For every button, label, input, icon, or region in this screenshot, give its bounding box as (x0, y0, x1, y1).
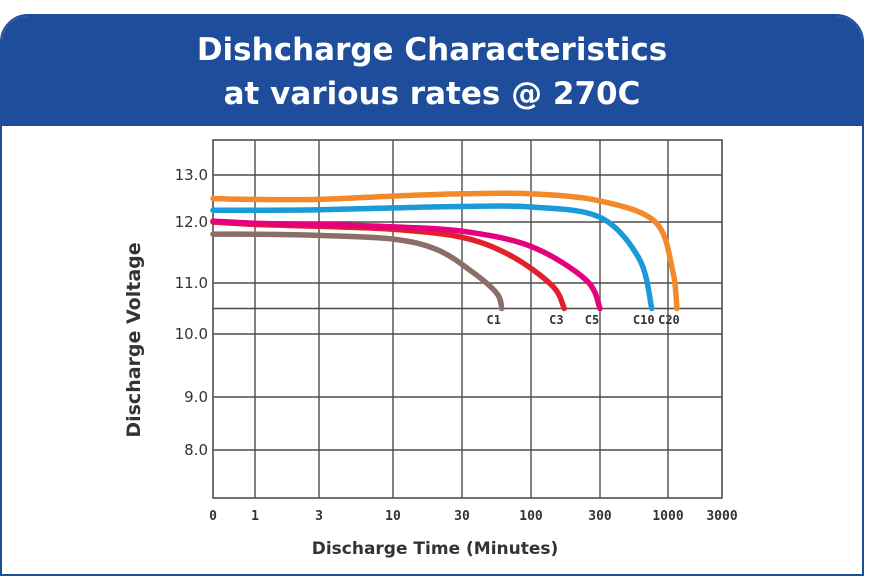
x-tick-label: 300 (588, 509, 612, 524)
y-tick-label: 13.0 (175, 166, 208, 184)
series-label-c10: C10 (633, 313, 655, 327)
chart-card: Dishcharge Characteristics at various ra… (0, 14, 864, 576)
y-tick-label: 10.0 (175, 325, 208, 343)
y-tick-label: 9.0 (184, 388, 208, 406)
series-label-c1: C1 (486, 313, 500, 327)
series-label-c3: C3 (549, 313, 563, 327)
series-label-c20: C20 (658, 313, 680, 327)
series-line-c20 (210, 190, 680, 312)
x-tick-label: 0 (209, 509, 217, 524)
series-label-c5: C5 (585, 313, 599, 327)
x-tick-label: 100 (519, 509, 543, 524)
series-line-c1 (210, 231, 505, 312)
plot-frame (212, 139, 723, 499)
y-tick-label: 11.0 (175, 274, 208, 292)
chart-title-line-2: at various rates @ 270C (223, 76, 641, 112)
y-axis-title: Discharge Voltage (123, 242, 145, 437)
x-axis-title: Discharge Time (Minutes) (312, 539, 559, 559)
series-line-c10 (210, 203, 655, 312)
series-line-c5 (210, 218, 603, 312)
chart-title-line-1: Dishcharge Characteristics (196, 32, 668, 68)
x-tick-label: 3 (315, 509, 323, 524)
x-tick-label: 1 (251, 509, 259, 524)
y-tick-label: 12.0 (175, 213, 208, 231)
chart-header: Dishcharge Characteristics at various ra… (2, 16, 862, 126)
x-tick-label: 3000 (706, 509, 737, 524)
x-tick-label: 30 (454, 509, 470, 524)
x-tick-label: 10 (385, 509, 401, 524)
y-tick-label: 8.0 (184, 441, 208, 459)
x-tick-label: 1000 (652, 509, 683, 524)
